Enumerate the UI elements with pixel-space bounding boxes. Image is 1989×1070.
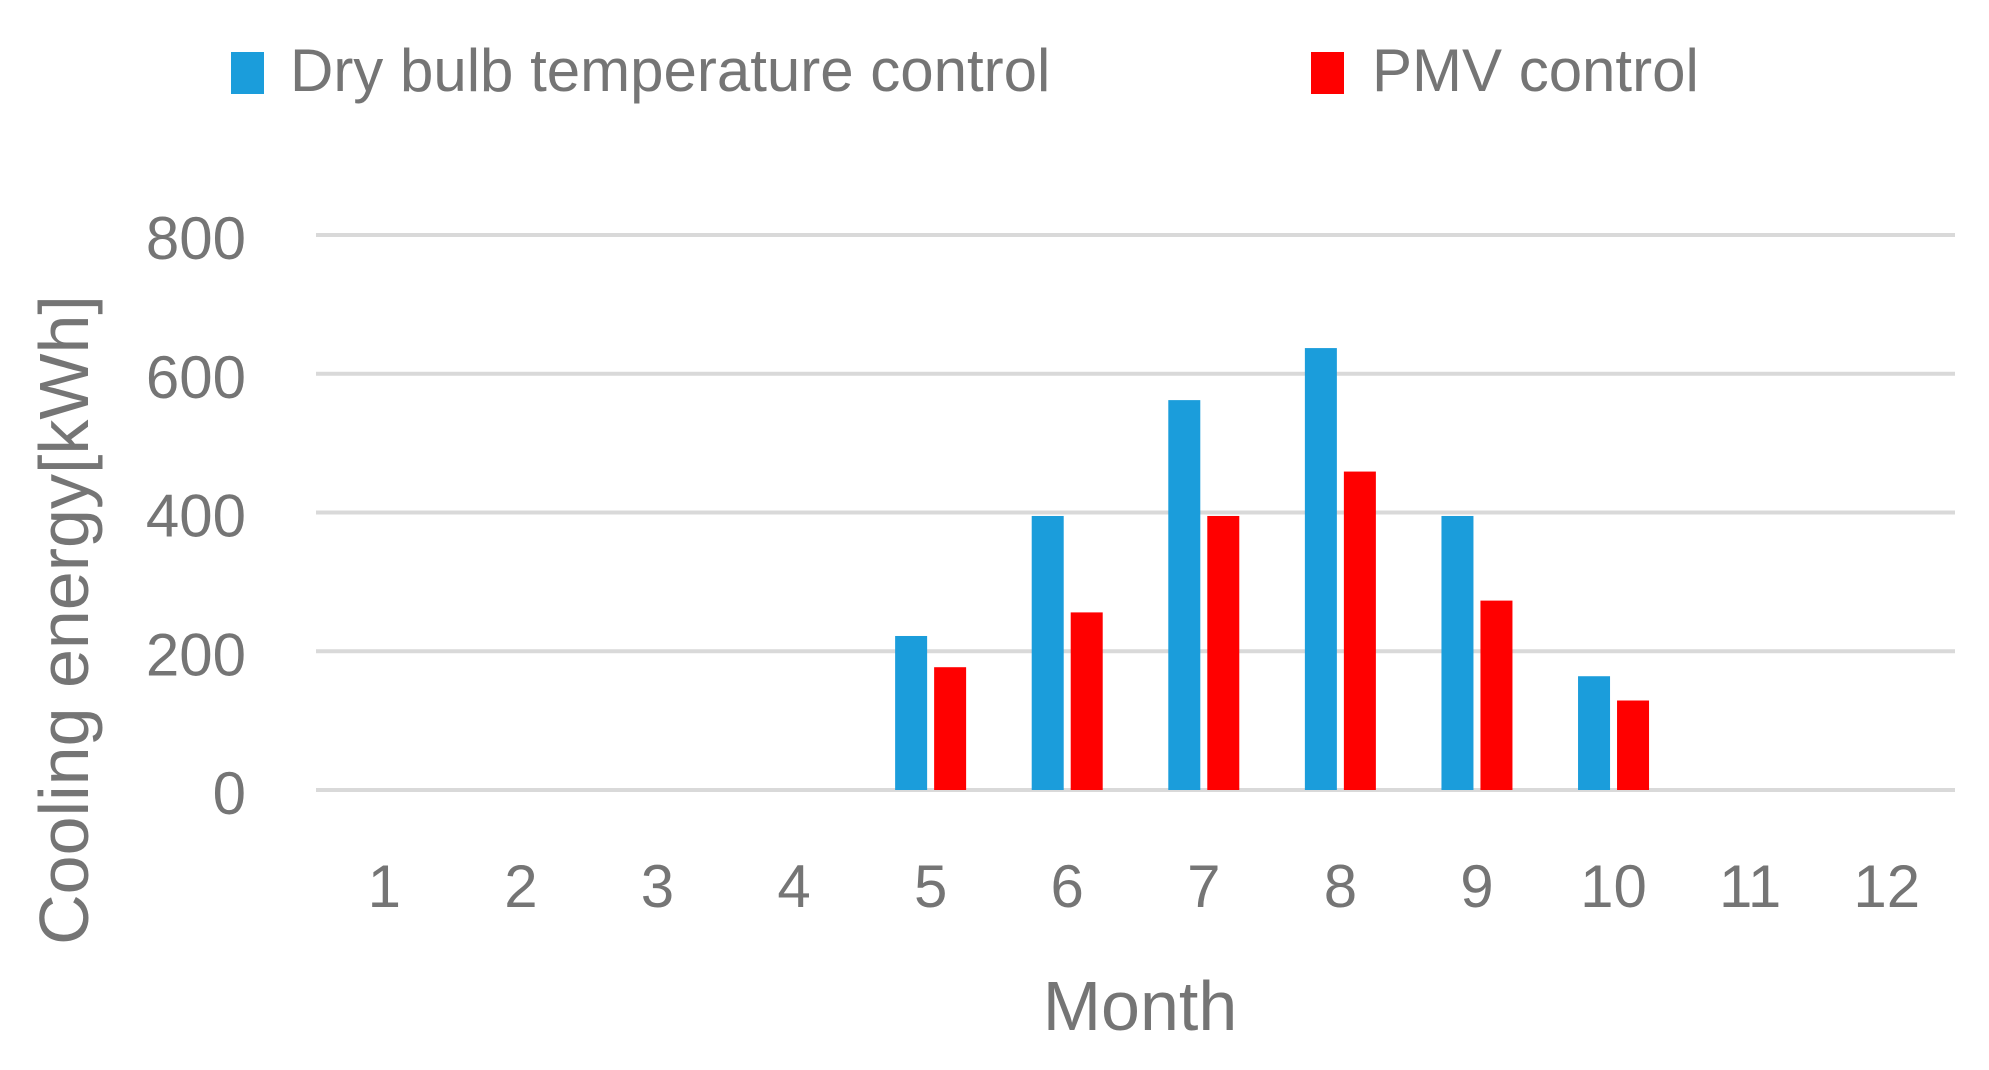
x-tick-label: 5 (914, 853, 947, 920)
x-tick-label: 10 (1580, 853, 1647, 920)
x-tick-label: 3 (641, 853, 674, 920)
x-tick-label: 4 (777, 853, 810, 920)
bar-pmv-month-6 (1070, 612, 1103, 790)
gridlines (316, 233, 1955, 792)
x-axis-title: Month (1043, 967, 1238, 1045)
bar-pmv-month-9 (1480, 600, 1513, 790)
bar-pmv-month-8 (1343, 471, 1376, 790)
x-tick-label: 9 (1460, 853, 1493, 920)
y-tick-label: 600 (146, 344, 246, 411)
bars (895, 348, 1650, 790)
x-axis-ticks: 1 2 3 4 5 6 7 8 9 10 11 12 (368, 853, 1920, 920)
legend: Dry bulb temperature control PMV control (231, 37, 1699, 104)
bar-dry-bulb-month-6 (1031, 515, 1064, 790)
x-tick-label: 12 (1853, 853, 1920, 920)
bar-dry-bulb-month-7 (1168, 400, 1201, 790)
x-tick-label: 8 (1324, 853, 1357, 920)
bar-pmv-month-5 (934, 667, 967, 790)
bar-dry-bulb-month-8 (1304, 348, 1337, 790)
legend-label-pmv: PMV control (1372, 37, 1699, 104)
y-tick-label: 800 (146, 205, 246, 272)
legend-swatch-dry-bulb (231, 52, 264, 94)
x-tick-label: 11 (1719, 853, 1781, 920)
y-axis-ticks: 0 200 400 600 800 (146, 205, 246, 827)
y-axis-title: Cooling energy[kWh] (25, 295, 103, 945)
x-tick-label: 7 (1187, 853, 1220, 920)
bar-pmv-month-10 (1617, 700, 1650, 790)
x-tick-label: 2 (504, 853, 537, 920)
y-tick-label: 0 (213, 760, 246, 827)
legend-swatch-pmv (1311, 52, 1344, 94)
bar-dry-bulb-month-9 (1441, 515, 1474, 790)
x-tick-label: 1 (368, 853, 401, 920)
legend-label-dry-bulb: Dry bulb temperature control (290, 37, 1050, 104)
x-tick-label: 6 (1051, 853, 1084, 920)
y-tick-label: 200 (146, 621, 246, 688)
bar-pmv-month-7 (1207, 515, 1240, 790)
bar-dry-bulb-month-10 (1578, 676, 1611, 790)
bar-dry-bulb-month-5 (895, 635, 928, 790)
y-tick-label: 400 (146, 483, 246, 550)
